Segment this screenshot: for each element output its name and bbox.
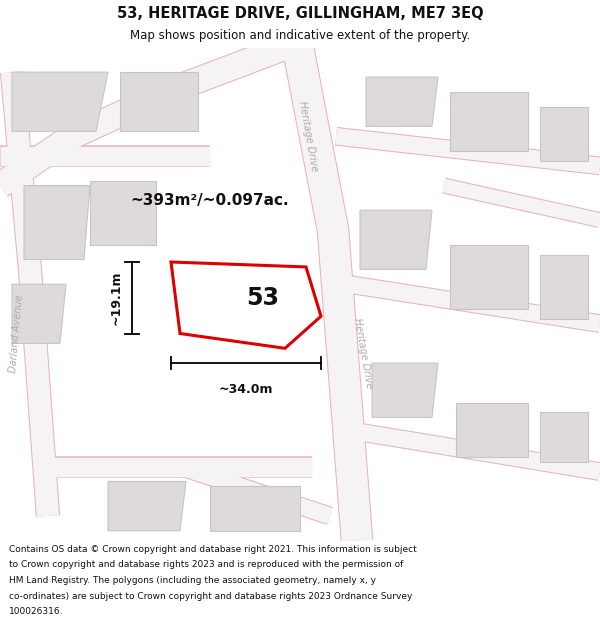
Polygon shape (90, 181, 156, 245)
Text: ~393m²/~0.097ac.: ~393m²/~0.097ac. (131, 193, 289, 208)
Polygon shape (108, 481, 186, 531)
Text: Contains OS data © Crown copyright and database right 2021. This information is : Contains OS data © Crown copyright and d… (9, 545, 417, 554)
Polygon shape (366, 77, 438, 126)
Text: to Crown copyright and database rights 2023 and is reproduced with the permissio: to Crown copyright and database rights 2… (9, 561, 403, 569)
Polygon shape (12, 72, 108, 131)
Text: 53, HERITAGE DRIVE, GILLINGHAM, ME7 3EQ: 53, HERITAGE DRIVE, GILLINGHAM, ME7 3EQ (116, 6, 484, 21)
Text: ~34.0m: ~34.0m (219, 383, 273, 396)
Polygon shape (540, 254, 588, 319)
Text: ~19.1m: ~19.1m (110, 271, 123, 325)
Polygon shape (171, 262, 321, 348)
Polygon shape (12, 284, 66, 343)
Text: co-ordinates) are subject to Crown copyright and database rights 2023 Ordnance S: co-ordinates) are subject to Crown copyr… (9, 592, 412, 601)
Polygon shape (450, 92, 528, 151)
Polygon shape (540, 412, 588, 462)
Polygon shape (456, 402, 528, 457)
Text: Heritage Drive: Heritage Drive (296, 100, 319, 172)
Text: 53: 53 (247, 286, 280, 310)
Polygon shape (360, 210, 432, 269)
Text: Heritage Drive: Heritage Drive (352, 318, 374, 389)
Text: Darland Avenue: Darland Avenue (8, 294, 25, 373)
Text: 100026316.: 100026316. (9, 608, 64, 616)
Polygon shape (210, 486, 300, 531)
Polygon shape (450, 245, 528, 309)
Text: HM Land Registry. The polygons (including the associated geometry, namely x, y: HM Land Registry. The polygons (includin… (9, 576, 376, 585)
Text: Map shows position and indicative extent of the property.: Map shows position and indicative extent… (130, 29, 470, 42)
Polygon shape (540, 107, 588, 161)
Polygon shape (120, 72, 198, 131)
Polygon shape (372, 363, 438, 418)
Polygon shape (24, 186, 90, 259)
